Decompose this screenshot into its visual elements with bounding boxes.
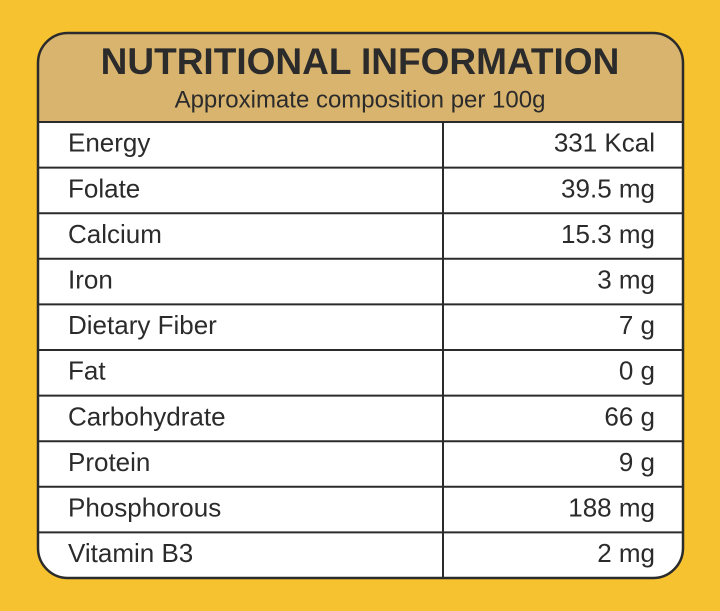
card-border	[36, 31, 685, 580]
header-band	[38, 33, 683, 122]
nutrient-name: Phosphorous	[68, 492, 221, 522]
title: NUTRITIONAL INFORMATION	[101, 41, 620, 82]
nutrient-amount: 66 g	[604, 401, 655, 431]
nutrient-name: Iron	[68, 264, 113, 294]
nutrient-name: Dietary Fiber	[68, 310, 217, 340]
nutrient-amount: 188 mg	[568, 492, 655, 522]
nutrient-amount: 15.3 mg	[561, 219, 655, 249]
nutrient-name: Energy	[68, 128, 150, 158]
nutrient-amount: 39.5 mg	[561, 173, 655, 203]
nutrient-amount: 9 g	[619, 447, 655, 477]
nutrient-name: Folate	[68, 173, 140, 203]
nutrient-amount: 2 mg	[597, 538, 655, 568]
table: Energy 331 Kcal Folate 39.5 mg Calcium 15.3 m…	[38, 122, 683, 578]
nutrient-name: Fat	[68, 356, 106, 386]
nutrient-amount: 0 g	[619, 356, 655, 386]
nutrient-amount: 331 Kcal	[554, 128, 655, 158]
nutrient-name: Calcium	[68, 219, 162, 249]
nutrient-amount: 3 mg	[597, 264, 655, 294]
nutrient-amount: 7 g	[619, 310, 655, 340]
nutrient-name: Carbohydrate	[68, 401, 226, 431]
nutrient-name: Vitamin B3	[68, 538, 193, 568]
subtitle: Approximate composition per 100g	[175, 86, 546, 113]
nutrient-name: Protein	[68, 447, 150, 477]
